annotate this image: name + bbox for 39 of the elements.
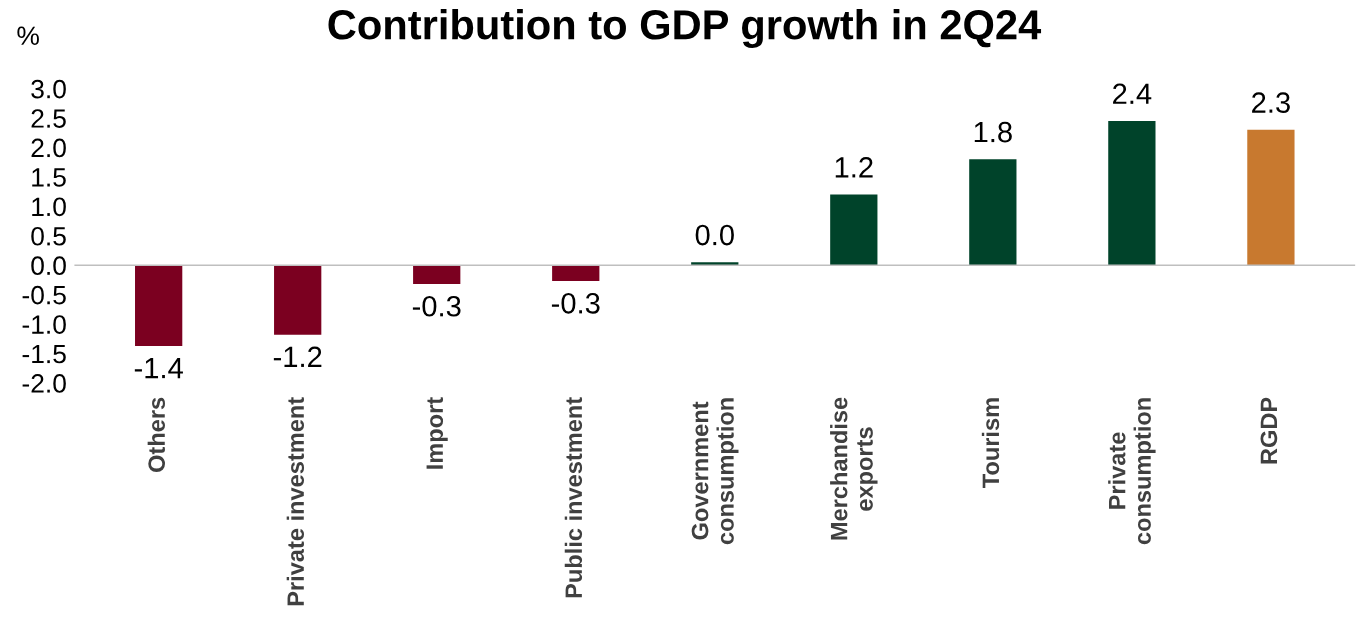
bar bbox=[969, 159, 1017, 266]
y-tick-label: -0.5 bbox=[22, 285, 66, 305]
x-tick-label: Others bbox=[147, 397, 165, 472]
y-tick-label: -1.5 bbox=[22, 344, 66, 364]
x-tick-label: Government consumption bbox=[691, 398, 739, 545]
bar bbox=[830, 194, 878, 266]
bar bbox=[1247, 129, 1295, 266]
x-tick-label: Import bbox=[426, 397, 448, 469]
y-axis-title: % bbox=[17, 26, 39, 45]
data-label: 1.2 bbox=[835, 157, 873, 178]
bar bbox=[413, 265, 461, 285]
bar bbox=[135, 265, 183, 346]
x-tick-label: Tourism bbox=[981, 398, 1000, 488]
data-label: 0.0 bbox=[695, 224, 734, 246]
x-tick-label: Merchandise exports bbox=[830, 397, 878, 540]
bar bbox=[552, 265, 600, 282]
x-tick-label: Private consumption bbox=[1108, 398, 1156, 545]
x-tick-label: Private investment bbox=[286, 397, 305, 606]
data-label: -1.2 bbox=[273, 346, 322, 367]
y-tick-label: -2.0 bbox=[22, 374, 66, 393]
data-label: -1.4 bbox=[134, 358, 183, 379]
y-tick-label: -1.0 bbox=[22, 315, 66, 334]
y-tick-label: 2.0 bbox=[31, 138, 66, 158]
bar bbox=[1108, 121, 1156, 266]
chart-title: Contribution to GDP growth in 2Q24 bbox=[328, 8, 1042, 48]
data-label: -0.3 bbox=[412, 295, 461, 317]
data-label: 2.3 bbox=[1252, 92, 1290, 113]
y-tick-label: 0.5 bbox=[31, 226, 66, 246]
y-tick-label: 1.0 bbox=[32, 197, 66, 217]
x-tick-label: Public investment bbox=[564, 397, 583, 598]
y-tick-label: 0.0 bbox=[31, 256, 66, 276]
y-tick-label: 3.0 bbox=[31, 79, 66, 99]
y-tick-label: 1.5 bbox=[32, 168, 66, 187]
data-label: 2.4 bbox=[1113, 83, 1152, 104]
x-tick-label: RGDP bbox=[1260, 397, 1278, 464]
bar bbox=[274, 265, 322, 335]
data-label: -0.3 bbox=[551, 293, 600, 314]
data-label: 1.8 bbox=[974, 121, 1012, 143]
y-tick-label: 2.5 bbox=[31, 109, 66, 128]
